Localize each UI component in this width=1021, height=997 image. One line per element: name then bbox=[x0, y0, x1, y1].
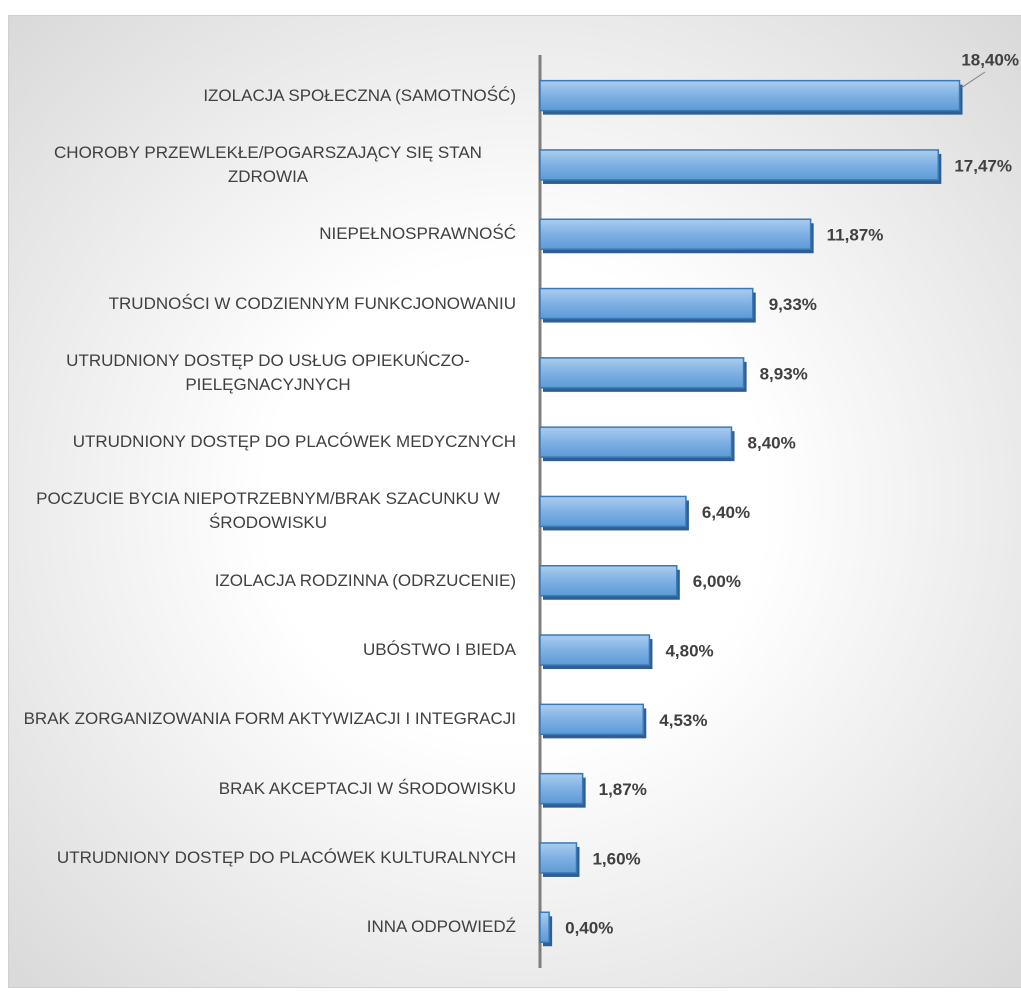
bar bbox=[539, 149, 940, 181]
category-text: CHOROBY PRZEWLEKŁE/POGARSZAJĄCY SIĘ STAN… bbox=[54, 142, 482, 186]
value-label: 1,87% bbox=[599, 780, 647, 799]
value-label: 6,00% bbox=[693, 572, 741, 591]
value-label: 4,80% bbox=[665, 642, 713, 661]
value-label: 0,40% bbox=[565, 919, 613, 938]
value-label: 17,47% bbox=[954, 156, 1012, 175]
bar bbox=[539, 218, 812, 250]
bar bbox=[539, 772, 584, 805]
category-text: UTRUDNIONY DOSTĘP DO USŁUG OPIEKUŃCZO-PI… bbox=[66, 350, 470, 394]
category-label: CHOROBY PRZEWLEKŁE/POGARSZAJĄCY SIĘ STAN… bbox=[20, 135, 516, 195]
category-label: IZOLACJA SPOŁECZNA (SAMOTNOŚĆ) bbox=[20, 66, 516, 126]
bar bbox=[539, 79, 961, 112]
bar bbox=[539, 426, 733, 458]
bar bbox=[539, 911, 550, 943]
bar bbox=[539, 842, 578, 874]
bar bbox=[539, 495, 687, 528]
value-label: 8,93% bbox=[760, 364, 808, 383]
category-label: UTRUDNIONY DOSTĘP DO PLACÓWEK KULTURALNY… bbox=[20, 828, 516, 888]
bar bbox=[539, 634, 651, 666]
category-text: BRAK AKCEPTACJI W ŚRODOWISKU bbox=[218, 778, 516, 798]
category-label: POCZUCIE BYCIA NIEPOTRZEBNYM/BRAK SZACUN… bbox=[20, 481, 516, 541]
category-text: TRUDNOŚCI W CODZIENNYM FUNKCJONOWANIU bbox=[108, 293, 516, 313]
value-label: 4,53% bbox=[659, 711, 707, 730]
category-label: UBÓSTWO I BIEDA bbox=[20, 620, 516, 680]
category-text: UBÓSTWO I BIEDA bbox=[362, 640, 516, 660]
category-text: POCZUCIE BYCIA NIEPOTRZEBNYM/BRAK SZACUN… bbox=[36, 489, 500, 533]
category-text: BRAK ZORGANIZOWANIA FORM AKTYWIZACJI I I… bbox=[23, 709, 516, 729]
category-label: UTRUDNIONY DOSTĘP DO PLACÓWEK MEDYCZNYCH bbox=[20, 412, 516, 472]
category-text: IZOLACJA SPOŁECZNA (SAMOTNOŚĆ) bbox=[203, 85, 516, 105]
value-label: 8,40% bbox=[748, 434, 796, 453]
category-label: BRAK AKCEPTACJI W ŚRODOWISKU bbox=[20, 759, 516, 819]
category-text: UTRUDNIONY DOSTĘP DO PLACÓWEK MEDYCZNYCH bbox=[72, 432, 516, 452]
category-label: BRAK ZORGANIZOWANIA FORM AKTYWIZACJI I I… bbox=[20, 689, 516, 749]
bar bbox=[539, 565, 678, 597]
category-label: NIEPEŁNOSPRAWNOŚĆ bbox=[20, 204, 516, 264]
value-label: 1,60% bbox=[592, 849, 640, 868]
value-label: 18,40% bbox=[961, 50, 1019, 69]
bar bbox=[539, 287, 754, 320]
bar bbox=[539, 357, 745, 389]
category-label: INNA ODPOWIEDŹ bbox=[20, 897, 516, 957]
category-label: IZOLACJA RODZINNA (ODRZUCENIE) bbox=[20, 551, 516, 611]
bar bbox=[539, 703, 645, 736]
value-label: 6,40% bbox=[702, 503, 750, 522]
category-label: TRUDNOŚCI W CODZIENNYM FUNKCJONOWANIU bbox=[20, 274, 516, 334]
category-text: IZOLACJA RODZINNA (ODRZUCENIE) bbox=[214, 570, 516, 590]
value-label: 11,87% bbox=[827, 226, 884, 245]
category-text: INNA ODPOWIEDŹ bbox=[366, 917, 516, 937]
category-text: UTRUDNIONY DOSTĘP DO PLACÓWEK KULTURALNY… bbox=[56, 847, 516, 867]
category-text: NIEPEŁNOSPRAWNOŚĆ bbox=[319, 224, 516, 244]
value-label: 9,33% bbox=[769, 295, 817, 314]
category-label: UTRUDNIONY DOSTĘP DO USŁUG OPIEKUŃCZO-PI… bbox=[20, 343, 516, 403]
leader-line bbox=[961, 71, 986, 89]
